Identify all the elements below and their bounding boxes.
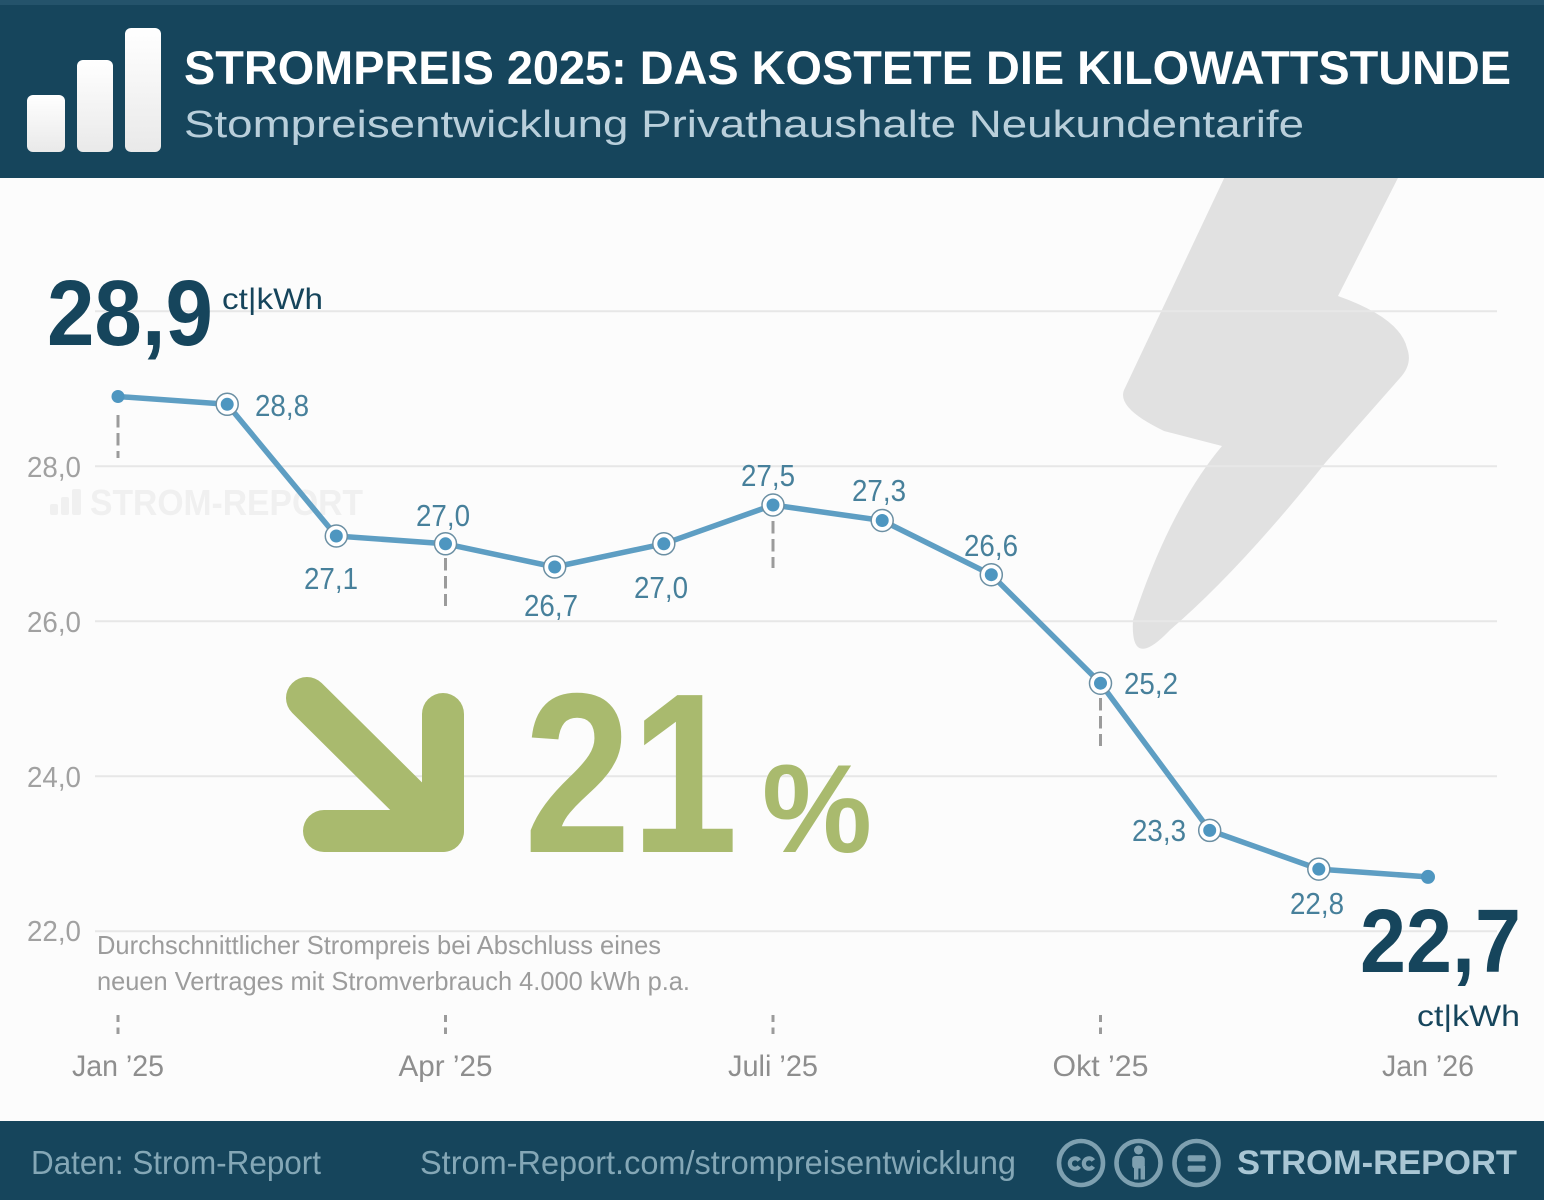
svg-text:21: 21 <box>524 647 738 901</box>
svg-text:Strom-Report.com/strompreisent: Strom-Report.com/strompreisentwicklung <box>420 1144 1016 1181</box>
svg-text:Juli ’25: Juli ’25 <box>728 1050 818 1083</box>
svg-text:27,0: 27,0 <box>634 570 688 605</box>
svg-text:ct|kWh: ct|kWh <box>222 283 323 316</box>
svg-text:26,6: 26,6 <box>964 528 1018 563</box>
svg-text:Jan ’26: Jan ’26 <box>1382 1050 1474 1083</box>
svg-text:28,9: 28,9 <box>47 261 213 365</box>
svg-text:Apr ’25: Apr ’25 <box>399 1050 493 1083</box>
svg-text:neuen Vertrages mit Stromverbr: neuen Vertrages mit Stromverbrauch 4.000… <box>97 966 690 996</box>
svg-text:Daten: Strom-Report: Daten: Strom-Report <box>31 1144 321 1181</box>
svg-text:22,8: 22,8 <box>1290 886 1344 921</box>
svg-text:27,0: 27,0 <box>416 498 470 533</box>
svg-text:STROMPREIS 2025: DAS KOSTETE D: STROMPREIS 2025: DAS KOSTETE DIE KILOWAT… <box>184 41 1511 94</box>
svg-text:STROM-REPORT: STROM-REPORT <box>1237 1144 1517 1182</box>
svg-text:%: % <box>762 740 872 879</box>
svg-text:27,3: 27,3 <box>852 473 906 508</box>
svg-text:ct|kWh: ct|kWh <box>1417 1000 1520 1033</box>
svg-text:22,0: 22,0 <box>27 916 81 948</box>
svg-text:Jan ’25: Jan ’25 <box>72 1050 164 1083</box>
svg-text:27,5: 27,5 <box>741 458 795 493</box>
svg-text:26,7: 26,7 <box>524 588 578 623</box>
svg-text:27,1: 27,1 <box>304 561 358 596</box>
svg-text:28,8: 28,8 <box>255 388 309 423</box>
svg-text:Stompreisentwicklung Privathau: Stompreisentwicklung Privathaushalte Neu… <box>184 104 1304 146</box>
svg-text:22,7: 22,7 <box>1360 892 1521 992</box>
svg-text:26,0: 26,0 <box>27 607 81 639</box>
svg-text:Okt ’25: Okt ’25 <box>1053 1050 1149 1083</box>
svg-text:28,0: 28,0 <box>27 452 81 484</box>
svg-text:23,3: 23,3 <box>1132 813 1186 848</box>
svg-text:Durchschnittlicher Strompreis: Durchschnittlicher Strompreis bei Abschl… <box>97 930 661 960</box>
svg-text:25,2: 25,2 <box>1124 666 1178 701</box>
svg-text:24,0: 24,0 <box>27 762 81 794</box>
